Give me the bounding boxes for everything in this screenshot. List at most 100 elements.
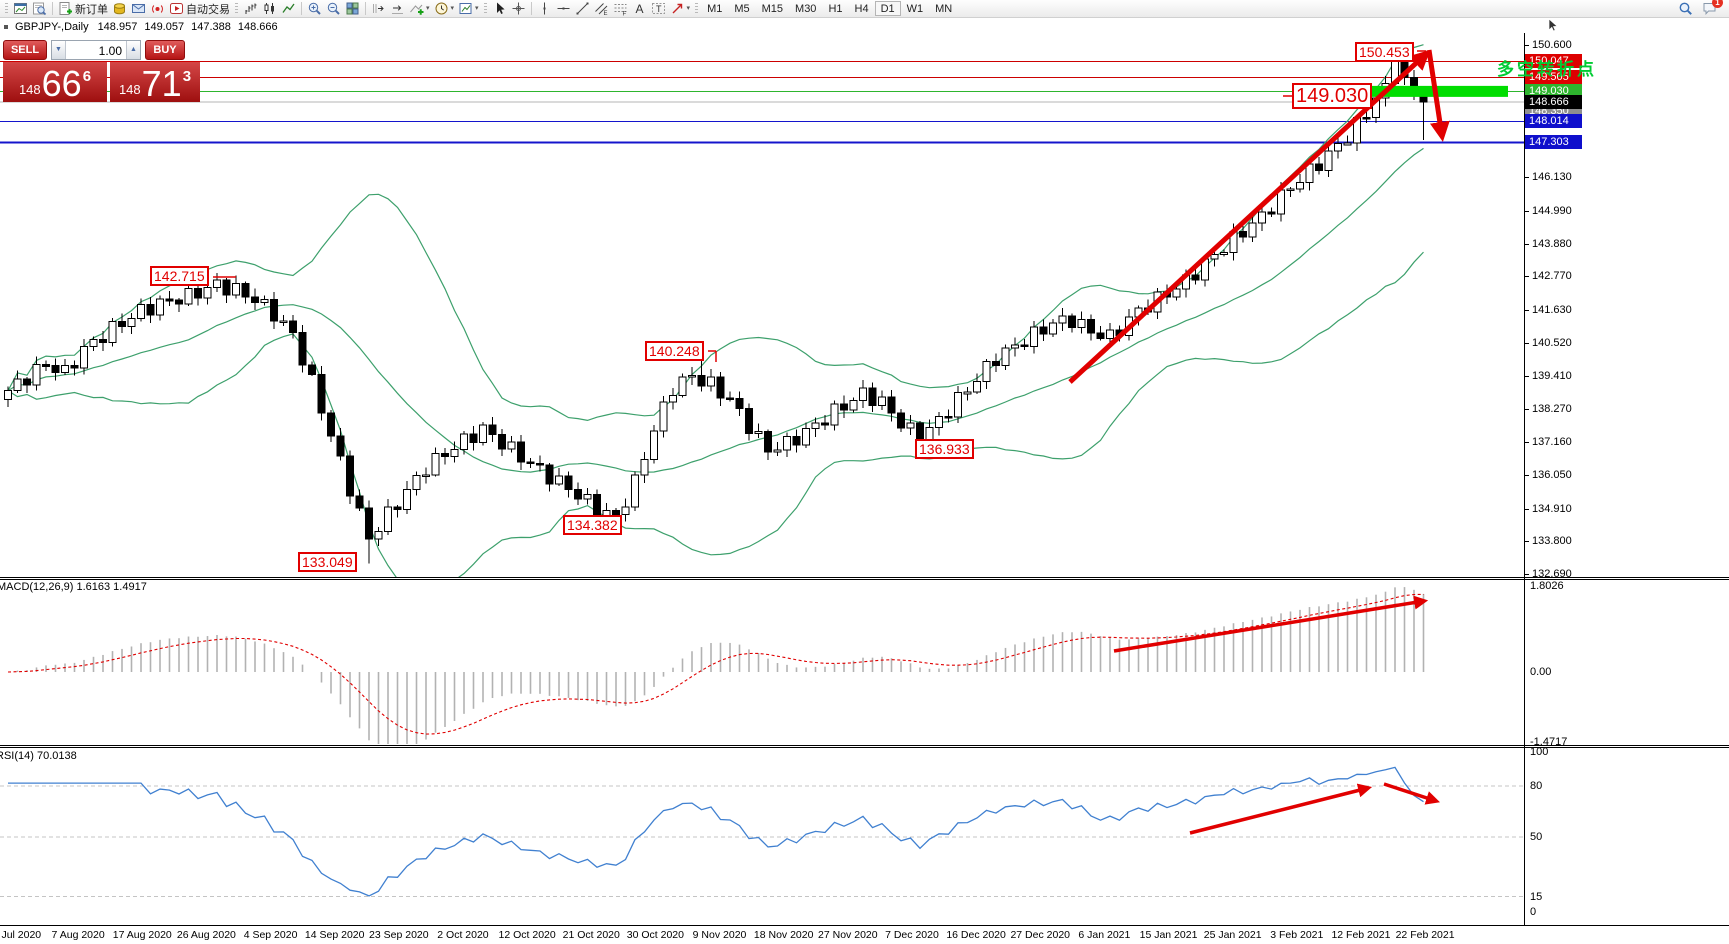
gold-cylinder-icon: [114, 3, 125, 15]
chart-shift-button[interactable]: [369, 1, 388, 17]
rsi-axis-label: 80: [1530, 780, 1543, 792]
symbol-bullet-icon: [4, 25, 8, 29]
rsi-axis-label: 15: [1530, 890, 1543, 903]
crosshair-tool-button[interactable]: [509, 1, 528, 17]
zoom-out-button[interactable]: [324, 1, 343, 17]
search-icon[interactable]: [1678, 1, 1693, 16]
price-tick-label: 139.410: [1532, 369, 1572, 382]
timeframe-button-m5[interactable]: M5: [734, 3, 750, 15]
toolbar-grip: [483, 2, 487, 15]
price-tag-annotation[interactable]: 134.382: [563, 515, 622, 535]
line-chart-button[interactable]: [279, 1, 298, 17]
price-tag-annotation[interactable]: 149.030: [1292, 83, 1373, 109]
price-line-badge: 149.505: [1525, 70, 1582, 85]
timeframe-button-h4[interactable]: H4: [854, 3, 869, 15]
price-line-badge: 149.030: [1525, 84, 1582, 99]
timeframe-button-m30[interactable]: M30: [795, 3, 817, 15]
fibonacci-tool-button[interactable]: F: [611, 1, 630, 17]
new-chart-button[interactable]: [11, 1, 30, 17]
chinese-note[interactable]: 多空转折点: [1497, 60, 1597, 79]
price-line-badge: 147.303: [1525, 135, 1582, 150]
date-axis-label: 27 Nov 2020: [818, 929, 878, 941]
timeframe-button-d1[interactable]: D1: [874, 1, 901, 16]
candlestick-button[interactable]: [260, 1, 279, 17]
rsi-axis-label: 100: [1530, 746, 1549, 758]
buy-price-box[interactable]: 148 71 3: [110, 62, 200, 102]
date-axis-label: 17 Aug 2020: [112, 929, 172, 941]
periods-button[interactable]: ▾: [432, 1, 457, 17]
channel-tool-button[interactable]: E: [592, 1, 611, 17]
price-tick-dash: [1524, 508, 1529, 510]
zoom-in-button[interactable]: [305, 1, 324, 17]
sell-price-box[interactable]: 148 66 6: [3, 62, 107, 102]
timeframe-button-m15[interactable]: M15: [761, 3, 784, 15]
volume-stepper: ▼ 1.00 ▲: [51, 40, 141, 60]
cursor-tool-button[interactable]: [490, 1, 509, 17]
hline-tool-button[interactable]: [554, 1, 573, 17]
date-axis-label: 4 Sep 2020: [243, 929, 298, 941]
price-tag-annotation[interactable]: 142.715: [150, 266, 209, 286]
timeframe-button-h1[interactable]: H1: [828, 3, 843, 15]
horizontal-line-icon: [557, 7, 570, 10]
data-window-icon: [33, 2, 47, 16]
text-label-icon: T: [651, 3, 665, 14]
bar-chart-button[interactable]: [241, 1, 260, 17]
tile-windows-button[interactable]: [343, 1, 362, 17]
ohlc-high: 149.057: [144, 21, 185, 33]
data-window-button[interactable]: [30, 1, 49, 17]
price-tag-annotation[interactable]: 133.049: [298, 552, 357, 572]
dropdown-caret: ▾: [475, 5, 479, 12]
price-tick-dash: [1524, 210, 1529, 212]
ohlc-open: 148.957: [97, 21, 138, 33]
vline-tool-button[interactable]: [535, 1, 554, 17]
broadcast-button[interactable]: [148, 1, 167, 17]
timeframe-button-mn[interactable]: MN: [935, 3, 953, 15]
price-tag-annotation[interactable]: 150.453: [1355, 42, 1414, 62]
timeframe-button-w1[interactable]: W1: [906, 3, 924, 15]
price-tag-annotation[interactable]: 136.933: [915, 439, 974, 459]
price-tick-label: 150.600: [1532, 39, 1572, 51]
text-tool-button[interactable]: A: [630, 1, 649, 17]
volume-decrease-button[interactable]: ▼: [52, 41, 66, 59]
price-tick-dash: [1524, 442, 1529, 444]
shapes-tool-button[interactable]: ▾: [668, 1, 693, 17]
rsi-label: RSI(14) 70.0138: [0, 750, 77, 762]
autotrading-button[interactable]: 自动交易: [167, 1, 232, 17]
volume-value[interactable]: 1.00: [98, 44, 122, 58]
main-toolbar: 新订单 自动交易 ▾ ▾ ▾ E F A T ▾ M: [0, 0, 1729, 18]
trendline-tool-button[interactable]: [573, 1, 592, 17]
broadcast-icon: [152, 5, 163, 13]
label-tool-button[interactable]: T: [649, 1, 668, 17]
templates-button[interactable]: ▾: [456, 1, 481, 17]
volume-increase-button[interactable]: ▲: [126, 41, 140, 59]
date-axis-label: 12 Oct 2020: [498, 929, 556, 941]
date-axis-label: 7 Aug 2020: [51, 929, 105, 941]
sell-button[interactable]: SELL: [3, 40, 47, 60]
toolbar-grip: [5, 2, 8, 15]
crosshair-icon: [512, 2, 525, 15]
price-tick-dash: [1524, 342, 1529, 344]
dropdown-caret: ▾: [686, 5, 691, 12]
buy-button[interactable]: BUY: [145, 40, 185, 60]
dropdown-caret: ▾: [450, 5, 455, 12]
auto-scroll-button[interactable]: [388, 1, 407, 17]
timeframe-button-m1[interactable]: M1: [707, 3, 723, 15]
sell-price-main: 66: [41, 62, 82, 104]
autotrading-icon: [170, 3, 183, 14]
indicators-button[interactable]: ▾: [407, 1, 432, 17]
price-tick-label: 137.160: [1532, 436, 1572, 449]
new-order-button[interactable]: 新订单: [56, 1, 110, 17]
price-tick-label: 132.690: [1532, 568, 1572, 581]
candlestick-icon: [264, 3, 274, 14]
chat-button[interactable]: 1: [1702, 0, 1723, 16]
ohlc-low: 147.388: [191, 21, 231, 33]
price-tick-dash: [1524, 310, 1529, 312]
history-center-button[interactable]: [110, 1, 129, 17]
mailbox-button[interactable]: [129, 1, 148, 17]
price-tag-annotation[interactable]: 140.248: [645, 341, 704, 361]
toolbar-grip: [235, 2, 238, 15]
date-axis-label: 14 Sep 2020: [304, 929, 365, 941]
zoom-out-icon: [327, 2, 340, 15]
timeframe-group: M1 M5 M15 M30 H1 H4 D1 W1 MN: [701, 1, 958, 16]
